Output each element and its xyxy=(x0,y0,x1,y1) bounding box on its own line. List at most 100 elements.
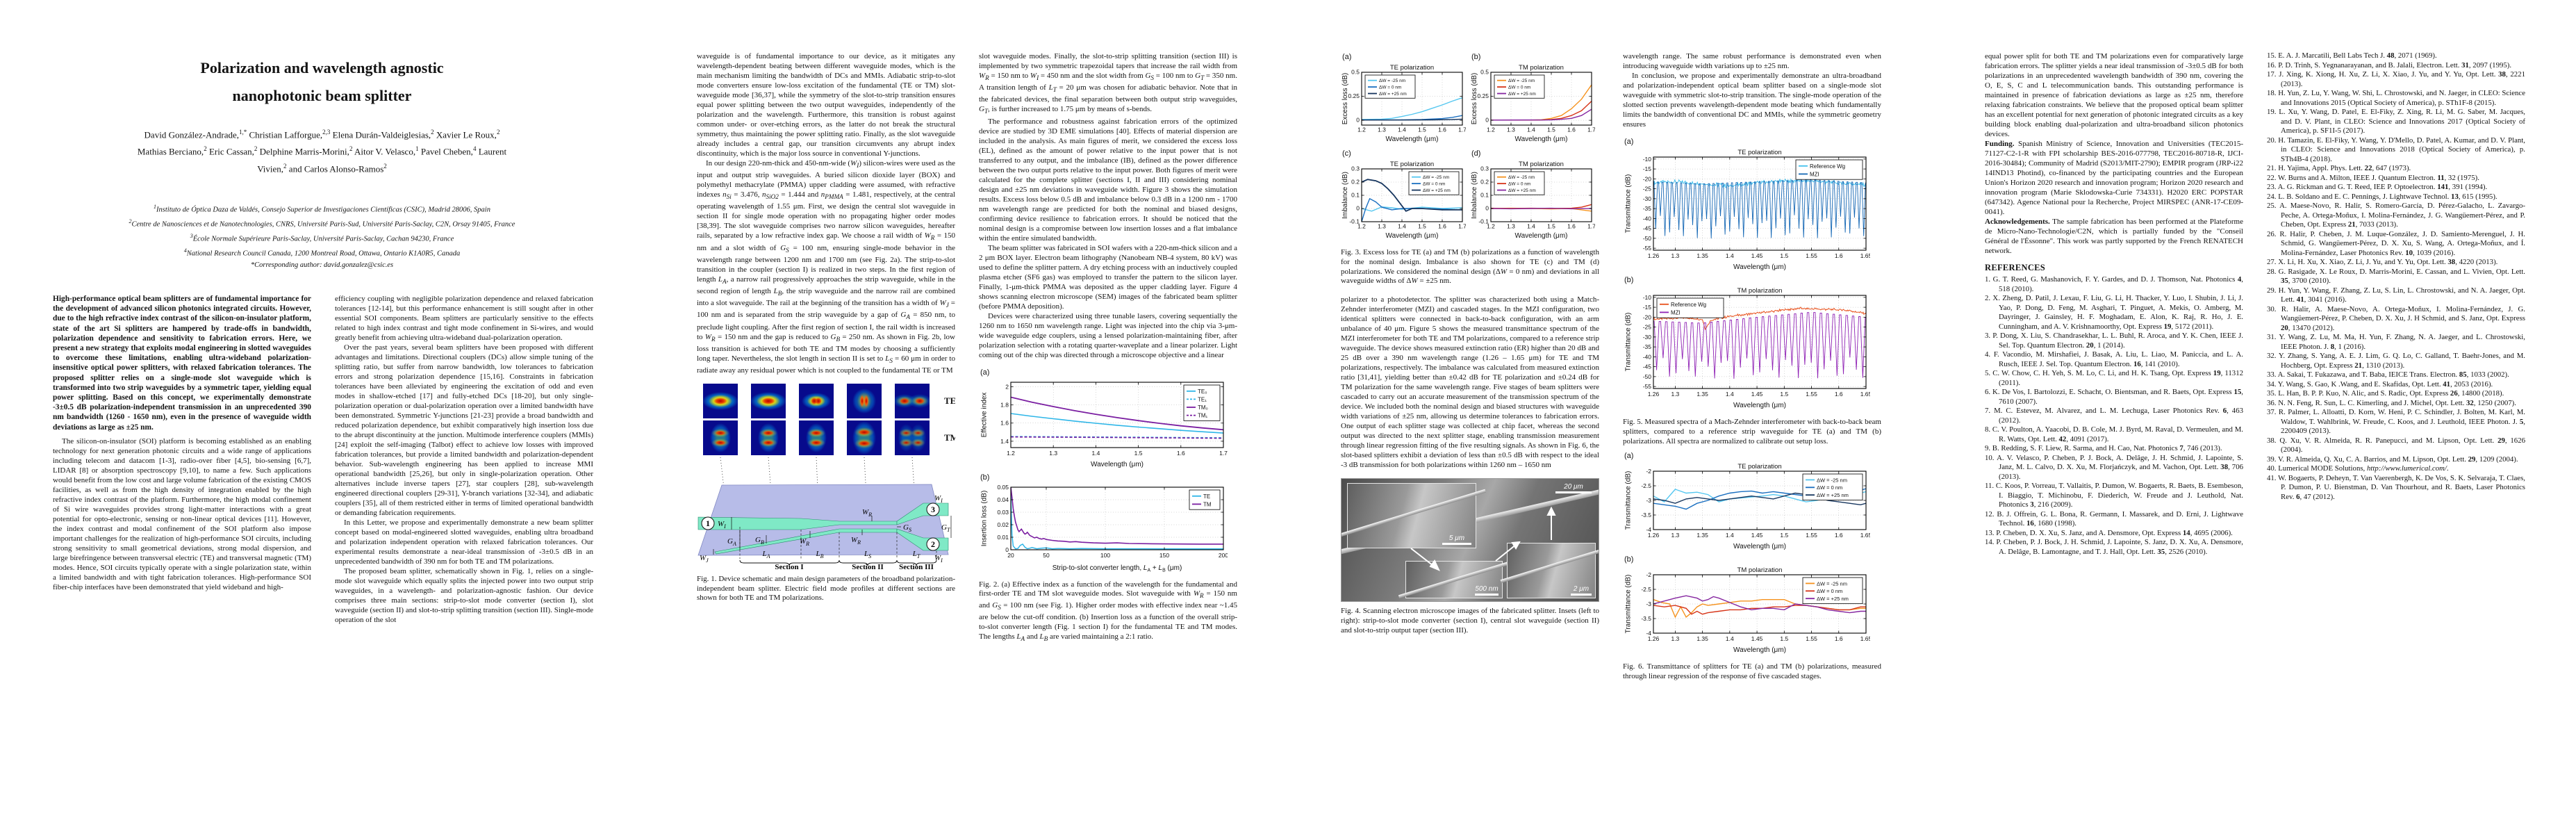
svg-text:1.7: 1.7 xyxy=(1587,126,1595,133)
abstract: High-performance optical beam splitters … xyxy=(53,295,311,432)
svg-text:1.26: 1.26 xyxy=(1648,635,1660,642)
svg-text:1.6: 1.6 xyxy=(1567,223,1576,230)
svg-text:TE polarization: TE polarization xyxy=(1390,64,1434,72)
svg-text:0: 0 xyxy=(1005,546,1009,553)
svg-text:Imbalance (dB): Imbalance (dB) xyxy=(1341,172,1349,219)
svg-text:0.2: 0.2 xyxy=(1351,178,1360,185)
reference-item: 35. L. Han, B. P. P. Kuo, N. Alic, and S… xyxy=(2267,389,2504,398)
wi-label: WI xyxy=(718,520,726,530)
svg-text:TE polarization: TE polarization xyxy=(1737,149,1781,156)
svg-text:Wavelength (μm): Wavelength (μm) xyxy=(1515,232,1568,240)
paragraph: The performance and robustness against f… xyxy=(979,117,1237,243)
mode-profile-tile xyxy=(703,420,738,455)
svg-text:Wavelength (μm): Wavelength (μm) xyxy=(1386,232,1439,240)
figure-6: (a) 1.26 1.3 1.35 1.4 1.45 1.5 1.55 1.6 1.65 -2 -2… xyxy=(1623,452,1881,682)
port-2-label: 2 xyxy=(931,539,935,549)
svg-text:-40: -40 xyxy=(1643,215,1652,222)
svg-text:0.1: 0.1 xyxy=(1351,191,1360,198)
paragraph: In conclusion, we propose and experiment… xyxy=(1623,72,1881,129)
reference-item: 30. R. Halir, A. Maese-Novo, A. Ortega-M… xyxy=(2267,304,2525,332)
fig4-caption: Fig. 4. Scanning electron microscope ima… xyxy=(1341,607,1599,635)
svg-text:0.03: 0.03 xyxy=(997,509,1009,516)
svg-text:1.5: 1.5 xyxy=(1780,532,1788,539)
reference-list: 1. G. T. Reed, G. Mashanovich, F. Y. Gar… xyxy=(1985,275,2243,557)
reference-item: 16. P. D. Trinh, S. Yegnanarayanan, and … xyxy=(2267,60,2512,70)
svg-text:1.35: 1.35 xyxy=(1696,391,1708,398)
reference-item: 17. J. Xing, K. Xiong, H. Xu, Z. Li, X. … xyxy=(2267,70,2525,88)
svg-text:ΔW = -25 nm: ΔW = -25 nm xyxy=(1508,79,1535,83)
svg-text:1.3: 1.3 xyxy=(1507,223,1515,230)
svg-text:TE polarization: TE polarization xyxy=(1390,161,1434,168)
svg-text:1.2: 1.2 xyxy=(1007,450,1015,457)
svg-text:TM polarization: TM polarization xyxy=(1737,287,1783,295)
svg-text:1.4: 1.4 xyxy=(1726,635,1734,642)
reference-item: 21. H. Yajima, Appl. Phys. Lett. 22, 647… xyxy=(2267,164,2411,172)
svg-text:1.65: 1.65 xyxy=(1860,391,1870,398)
svg-text:1.3: 1.3 xyxy=(1507,126,1515,133)
svg-text:Wavelength (μm): Wavelength (μm) xyxy=(1091,461,1143,468)
svg-text:1.6: 1.6 xyxy=(1177,450,1185,457)
svg-text:Reference Wg: Reference Wg xyxy=(1671,302,1706,308)
reference-item: 2. X. Zheng, D. Patil, J. Lexau, F. Liu,… xyxy=(1985,294,2243,331)
svg-text:Excess loss (dB): Excess loss (dB) xyxy=(1471,73,1478,124)
page-1: Polarization and wavelength agnostic nano… xyxy=(0,0,644,834)
svg-text:-10: -10 xyxy=(1643,294,1652,301)
mode-profile-tile xyxy=(799,383,834,418)
chip-slab xyxy=(697,484,949,556)
svg-text:-55: -55 xyxy=(1643,245,1652,252)
mode-profile-tile xyxy=(895,383,930,418)
paragraph: wavelength range. The same robust perfor… xyxy=(1623,52,1881,70)
reference-item: 14. P. Cheben, P. J. Bock, J. H. Schmid,… xyxy=(1985,538,2243,556)
svg-text:1.65: 1.65 xyxy=(1860,635,1870,642)
svg-text:Strip-to-slot converter length: Strip-to-slot converter length, LA + LB … xyxy=(1052,564,1182,572)
mode-profile-row: TM xyxy=(703,420,955,455)
affiliation: 2Centre de Nanosciences et de Nanotechno… xyxy=(129,218,515,229)
svg-text:ΔW = +25 nm: ΔW = +25 nm xyxy=(1508,92,1536,97)
page-title: Polarization and wavelength agnostic nano… xyxy=(200,59,444,104)
ls-label: LS xyxy=(864,550,871,559)
column: 15. E. A. J. Marcatili, Bell Labs Tech J… xyxy=(2267,51,2525,823)
paragraph: Over the past years, several beam splitt… xyxy=(335,343,593,517)
svg-text:1.5: 1.5 xyxy=(1547,223,1555,230)
svg-text:-10: -10 xyxy=(1643,156,1652,163)
mode-profile-tile xyxy=(703,383,738,418)
reference-item: 33. A. Sakai, T. Fukazawa, and T. Baba, … xyxy=(2267,370,2509,379)
svg-text:-4: -4 xyxy=(1646,526,1651,533)
fig6-caption: Fig. 6. Transmittance of splitters for T… xyxy=(1623,662,1881,681)
svg-text:-4: -4 xyxy=(1646,630,1651,637)
svg-text:1.4: 1.4 xyxy=(1726,252,1734,259)
svg-text:-55: -55 xyxy=(1643,383,1652,390)
svg-text:1.55: 1.55 xyxy=(1806,532,1817,539)
svg-text:ΔW = -25 nm: ΔW = -25 nm xyxy=(1817,581,1847,587)
svg-text:Effective index: Effective index xyxy=(981,392,989,437)
svg-text:1.8: 1.8 xyxy=(1000,401,1009,408)
svg-text:MZI: MZI xyxy=(1810,171,1819,177)
svg-text:1.3: 1.3 xyxy=(1671,252,1679,259)
svg-text:1.55: 1.55 xyxy=(1806,635,1817,642)
svg-text:-40: -40 xyxy=(1643,353,1652,360)
svg-text:Excess loss (dB): Excess loss (dB) xyxy=(1341,73,1349,124)
svg-text:ΔW = 0 nm: ΔW = 0 nm xyxy=(1508,85,1530,90)
panel-label: (b) xyxy=(1624,555,1634,564)
svg-text:-30: -30 xyxy=(1643,195,1652,202)
svg-text:-25: -25 xyxy=(1643,186,1652,193)
column: (a) 1.2 1.3 1.4 1.5 1.6 1.7 0 0.25 0.5 TE polariz… xyxy=(1341,51,1599,823)
svg-text:Transmittance (dB): Transmittance (dB) xyxy=(1625,313,1633,372)
svg-text:0: 0 xyxy=(1485,117,1489,124)
paragraph: The silicon-on-insulator (SOI) platform … xyxy=(53,436,311,591)
svg-text:1.4: 1.4 xyxy=(1527,223,1535,230)
svg-text:-3.5: -3.5 xyxy=(1641,615,1651,622)
svg-text:0: 0 xyxy=(1356,204,1360,211)
reference-item: 28. G. Rasigade, X. Le Roux, D. Marris-M… xyxy=(2267,267,2525,286)
affiliation: 3École Normale Supérieure Paris-Saclay, … xyxy=(190,233,454,243)
column: slot waveguide modes. Finally, the slot-… xyxy=(979,51,1237,823)
svg-text:2: 2 xyxy=(1005,383,1009,390)
author-line: Vivien,2 and Carlos Alonso-Ramos2 xyxy=(257,162,387,174)
svg-text:1.55: 1.55 xyxy=(1806,391,1817,398)
figure-4: 5 μm 500 nm 2 μm 20 μm xyxy=(1341,478,1599,635)
reference-item: 31. Y. Wang, Z. Lu, M. Ma, H. Yun, F. Zh… xyxy=(2267,333,2525,351)
svg-text:-15: -15 xyxy=(1643,304,1652,311)
svg-text:1.6: 1.6 xyxy=(1567,126,1576,133)
paragraph: The beam splitter was fabricated in SOI … xyxy=(979,243,1237,311)
